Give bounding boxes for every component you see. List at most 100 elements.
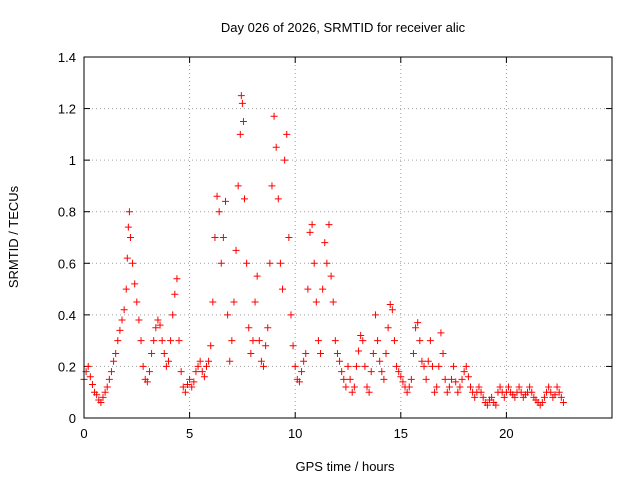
x-tick-label: 5 xyxy=(186,426,193,441)
data-point xyxy=(388,306,396,314)
data-point xyxy=(483,401,491,409)
data-point xyxy=(551,391,559,399)
data-point xyxy=(424,357,432,365)
data-point xyxy=(154,316,162,324)
data-point xyxy=(382,350,390,358)
data-point xyxy=(226,357,234,365)
data-point xyxy=(312,298,320,306)
data-points xyxy=(80,92,567,409)
data-point xyxy=(308,221,316,229)
data-point xyxy=(327,272,335,280)
data-point xyxy=(323,259,331,267)
data-point xyxy=(137,337,145,345)
data-point xyxy=(245,324,253,332)
data-point xyxy=(145,368,153,376)
data-point xyxy=(325,221,333,229)
data-point xyxy=(162,362,170,370)
data-point xyxy=(268,182,276,190)
data-point xyxy=(186,375,194,383)
data-point xyxy=(125,208,133,216)
data-point xyxy=(148,350,156,358)
data-point xyxy=(357,331,365,339)
data-point xyxy=(317,350,325,358)
data-point xyxy=(217,259,225,267)
data-point xyxy=(367,368,375,376)
data-point xyxy=(239,117,247,125)
data-point xyxy=(86,373,94,381)
data-point xyxy=(555,388,563,396)
data-point xyxy=(302,350,310,358)
data-point xyxy=(426,337,434,345)
data-point xyxy=(281,156,289,164)
data-point xyxy=(365,388,373,396)
data-point xyxy=(283,130,291,138)
data-point xyxy=(545,383,553,391)
data-point xyxy=(122,285,130,293)
data-point xyxy=(207,342,215,350)
y-tick-label: 0 xyxy=(69,411,76,426)
data-point xyxy=(158,337,166,345)
data-point xyxy=(88,380,96,388)
data-point xyxy=(371,311,379,319)
data-point xyxy=(416,337,424,345)
data-point xyxy=(386,301,394,309)
data-point xyxy=(200,373,208,381)
data-point xyxy=(553,383,561,391)
data-point xyxy=(103,383,111,391)
data-point xyxy=(380,375,388,383)
data-point xyxy=(107,368,115,376)
data-point xyxy=(123,254,131,262)
data-point xyxy=(403,388,411,396)
data-point xyxy=(272,143,280,151)
data-point xyxy=(477,388,485,396)
data-point xyxy=(338,368,346,376)
data-point xyxy=(399,378,407,386)
data-point xyxy=(395,368,403,376)
data-point xyxy=(101,388,109,396)
data-point xyxy=(183,380,191,388)
data-point xyxy=(224,311,232,319)
data-point xyxy=(500,393,508,401)
data-point xyxy=(255,337,263,345)
data-point xyxy=(352,362,360,370)
data-point xyxy=(139,362,147,370)
data-point xyxy=(150,337,158,345)
x-tick-label: 10 xyxy=(288,426,302,441)
data-point xyxy=(287,311,295,319)
data-point xyxy=(192,368,200,376)
data-point xyxy=(340,375,348,383)
data-point xyxy=(143,378,151,386)
y-tick-label: 0.4 xyxy=(58,308,76,323)
data-point xyxy=(331,337,339,345)
data-point xyxy=(363,383,371,391)
data-point xyxy=(211,234,219,241)
data-point xyxy=(126,234,134,241)
data-point xyxy=(409,350,417,358)
data-point xyxy=(196,357,204,365)
data-point xyxy=(310,259,318,267)
data-point xyxy=(276,259,284,267)
data-point xyxy=(291,362,299,370)
data-point xyxy=(378,368,386,376)
data-point xyxy=(441,375,449,383)
data-point xyxy=(376,357,384,365)
data-point xyxy=(175,337,183,345)
data-point xyxy=(253,272,261,280)
data-point xyxy=(300,357,308,365)
data-point xyxy=(460,368,468,376)
data-point xyxy=(405,383,413,391)
data-point xyxy=(492,401,500,409)
data-point xyxy=(99,393,107,401)
data-point xyxy=(129,259,137,267)
data-point xyxy=(336,357,344,365)
data-point xyxy=(443,388,451,396)
data-point xyxy=(464,373,472,381)
data-point xyxy=(285,234,293,241)
data-point xyxy=(439,350,447,358)
data-point xyxy=(194,362,202,370)
data-point xyxy=(97,399,105,407)
x-tick-label: 15 xyxy=(394,426,408,441)
data-point xyxy=(110,357,118,365)
data-point xyxy=(511,393,519,401)
x-axis-label: GPS time / hours xyxy=(296,459,395,474)
